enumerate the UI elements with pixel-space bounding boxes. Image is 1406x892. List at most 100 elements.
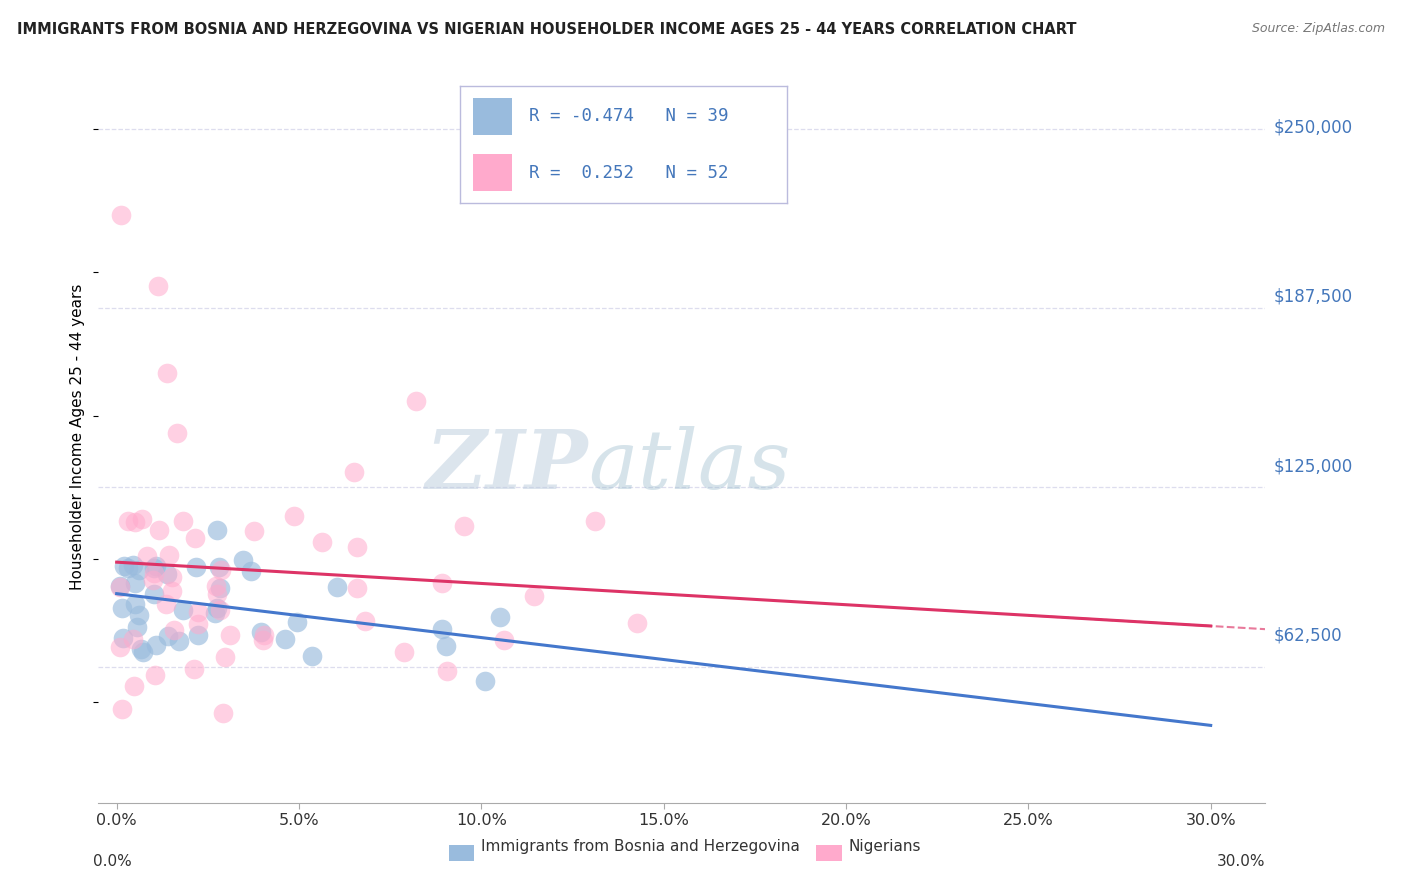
Point: [325, 580, 347, 594]
Point: [110, 579, 132, 593]
Point: [184, 531, 207, 545]
Point: [111, 702, 134, 716]
Point: [135, 549, 157, 563]
Point: [162, 570, 184, 584]
Point: [311, 535, 333, 549]
Point: [430, 576, 453, 591]
Point: [124, 515, 146, 529]
Point: [156, 629, 179, 643]
Point: [249, 625, 271, 640]
Point: [489, 610, 512, 624]
Point: [214, 649, 236, 664]
Point: [132, 644, 155, 658]
Text: 0.0%: 0.0%: [93, 854, 131, 869]
FancyBboxPatch shape: [815, 846, 842, 862]
Point: [240, 565, 263, 579]
Point: [523, 589, 546, 603]
Point: [209, 581, 232, 595]
Point: [218, 628, 240, 642]
Point: [283, 508, 305, 523]
Y-axis label: Householder Income Ages 25 - 44 years: Householder Income Ages 25 - 44 years: [70, 284, 86, 591]
Point: [117, 515, 139, 529]
Point: [111, 601, 134, 615]
Point: [122, 632, 145, 646]
Point: [232, 553, 254, 567]
Point: [166, 425, 188, 440]
Point: [172, 514, 194, 528]
Point: [187, 605, 209, 619]
Point: [492, 632, 515, 647]
Point: [354, 614, 377, 628]
Point: [187, 617, 209, 632]
Point: [143, 587, 166, 601]
Point: [583, 514, 606, 528]
Text: Source: ZipAtlas.com: Source: ZipAtlas.com: [1251, 22, 1385, 36]
Point: [626, 615, 648, 630]
Point: [346, 581, 368, 595]
Point: [155, 597, 177, 611]
Point: [183, 662, 205, 676]
Point: [148, 279, 170, 293]
Point: [143, 566, 166, 581]
FancyBboxPatch shape: [449, 846, 474, 862]
Point: [209, 563, 232, 577]
Point: [110, 208, 132, 222]
Point: [117, 560, 139, 574]
Point: [208, 560, 231, 574]
Point: [160, 584, 183, 599]
Point: [430, 622, 453, 636]
Point: [184, 559, 207, 574]
Point: [124, 597, 146, 611]
Point: [122, 558, 145, 573]
Point: [205, 587, 228, 601]
Point: [112, 558, 135, 573]
Point: [112, 631, 135, 645]
Point: [343, 465, 366, 479]
Point: [453, 519, 475, 533]
Point: [253, 628, 276, 642]
Text: IMMIGRANTS FROM BOSNIA AND HERZEGOVINA VS NIGERIAN HOUSEHOLDER INCOME AGES 25 - : IMMIGRANTS FROM BOSNIA AND HERZEGOVINA V…: [17, 22, 1077, 37]
Point: [162, 623, 184, 637]
Point: [127, 620, 149, 634]
Point: [128, 608, 150, 623]
Point: [148, 523, 170, 537]
Point: [287, 615, 309, 629]
Point: [143, 668, 166, 682]
Point: [143, 561, 166, 575]
Point: [205, 524, 228, 538]
Point: [392, 645, 415, 659]
Point: [204, 607, 226, 621]
Point: [434, 639, 457, 653]
Text: Immigrants from Bosnia and Herzegovina: Immigrants from Bosnia and Herzegovina: [481, 839, 800, 855]
Point: [157, 548, 180, 562]
Text: atlas: atlas: [589, 426, 792, 507]
Point: [145, 558, 167, 573]
Point: [129, 641, 152, 656]
Point: [145, 639, 167, 653]
Point: [252, 633, 274, 648]
Point: [110, 581, 132, 595]
Point: [155, 366, 177, 380]
Point: [212, 706, 235, 720]
Point: [142, 573, 165, 587]
Text: ZIP: ZIP: [426, 426, 589, 507]
Point: [187, 628, 209, 642]
Point: [274, 632, 297, 646]
Point: [110, 640, 132, 655]
Point: [346, 540, 368, 554]
Point: [128, 563, 150, 577]
Point: [205, 600, 228, 615]
Point: [167, 634, 190, 648]
Point: [436, 664, 458, 678]
Point: [474, 674, 496, 689]
Point: [131, 512, 153, 526]
Point: [155, 567, 177, 582]
Point: [124, 575, 146, 590]
Point: [209, 603, 232, 617]
Point: [301, 648, 323, 663]
Text: Nigerians: Nigerians: [849, 839, 921, 855]
Point: [205, 579, 228, 593]
Point: [405, 394, 427, 409]
Text: 30.0%: 30.0%: [1218, 854, 1265, 869]
Point: [243, 524, 266, 538]
